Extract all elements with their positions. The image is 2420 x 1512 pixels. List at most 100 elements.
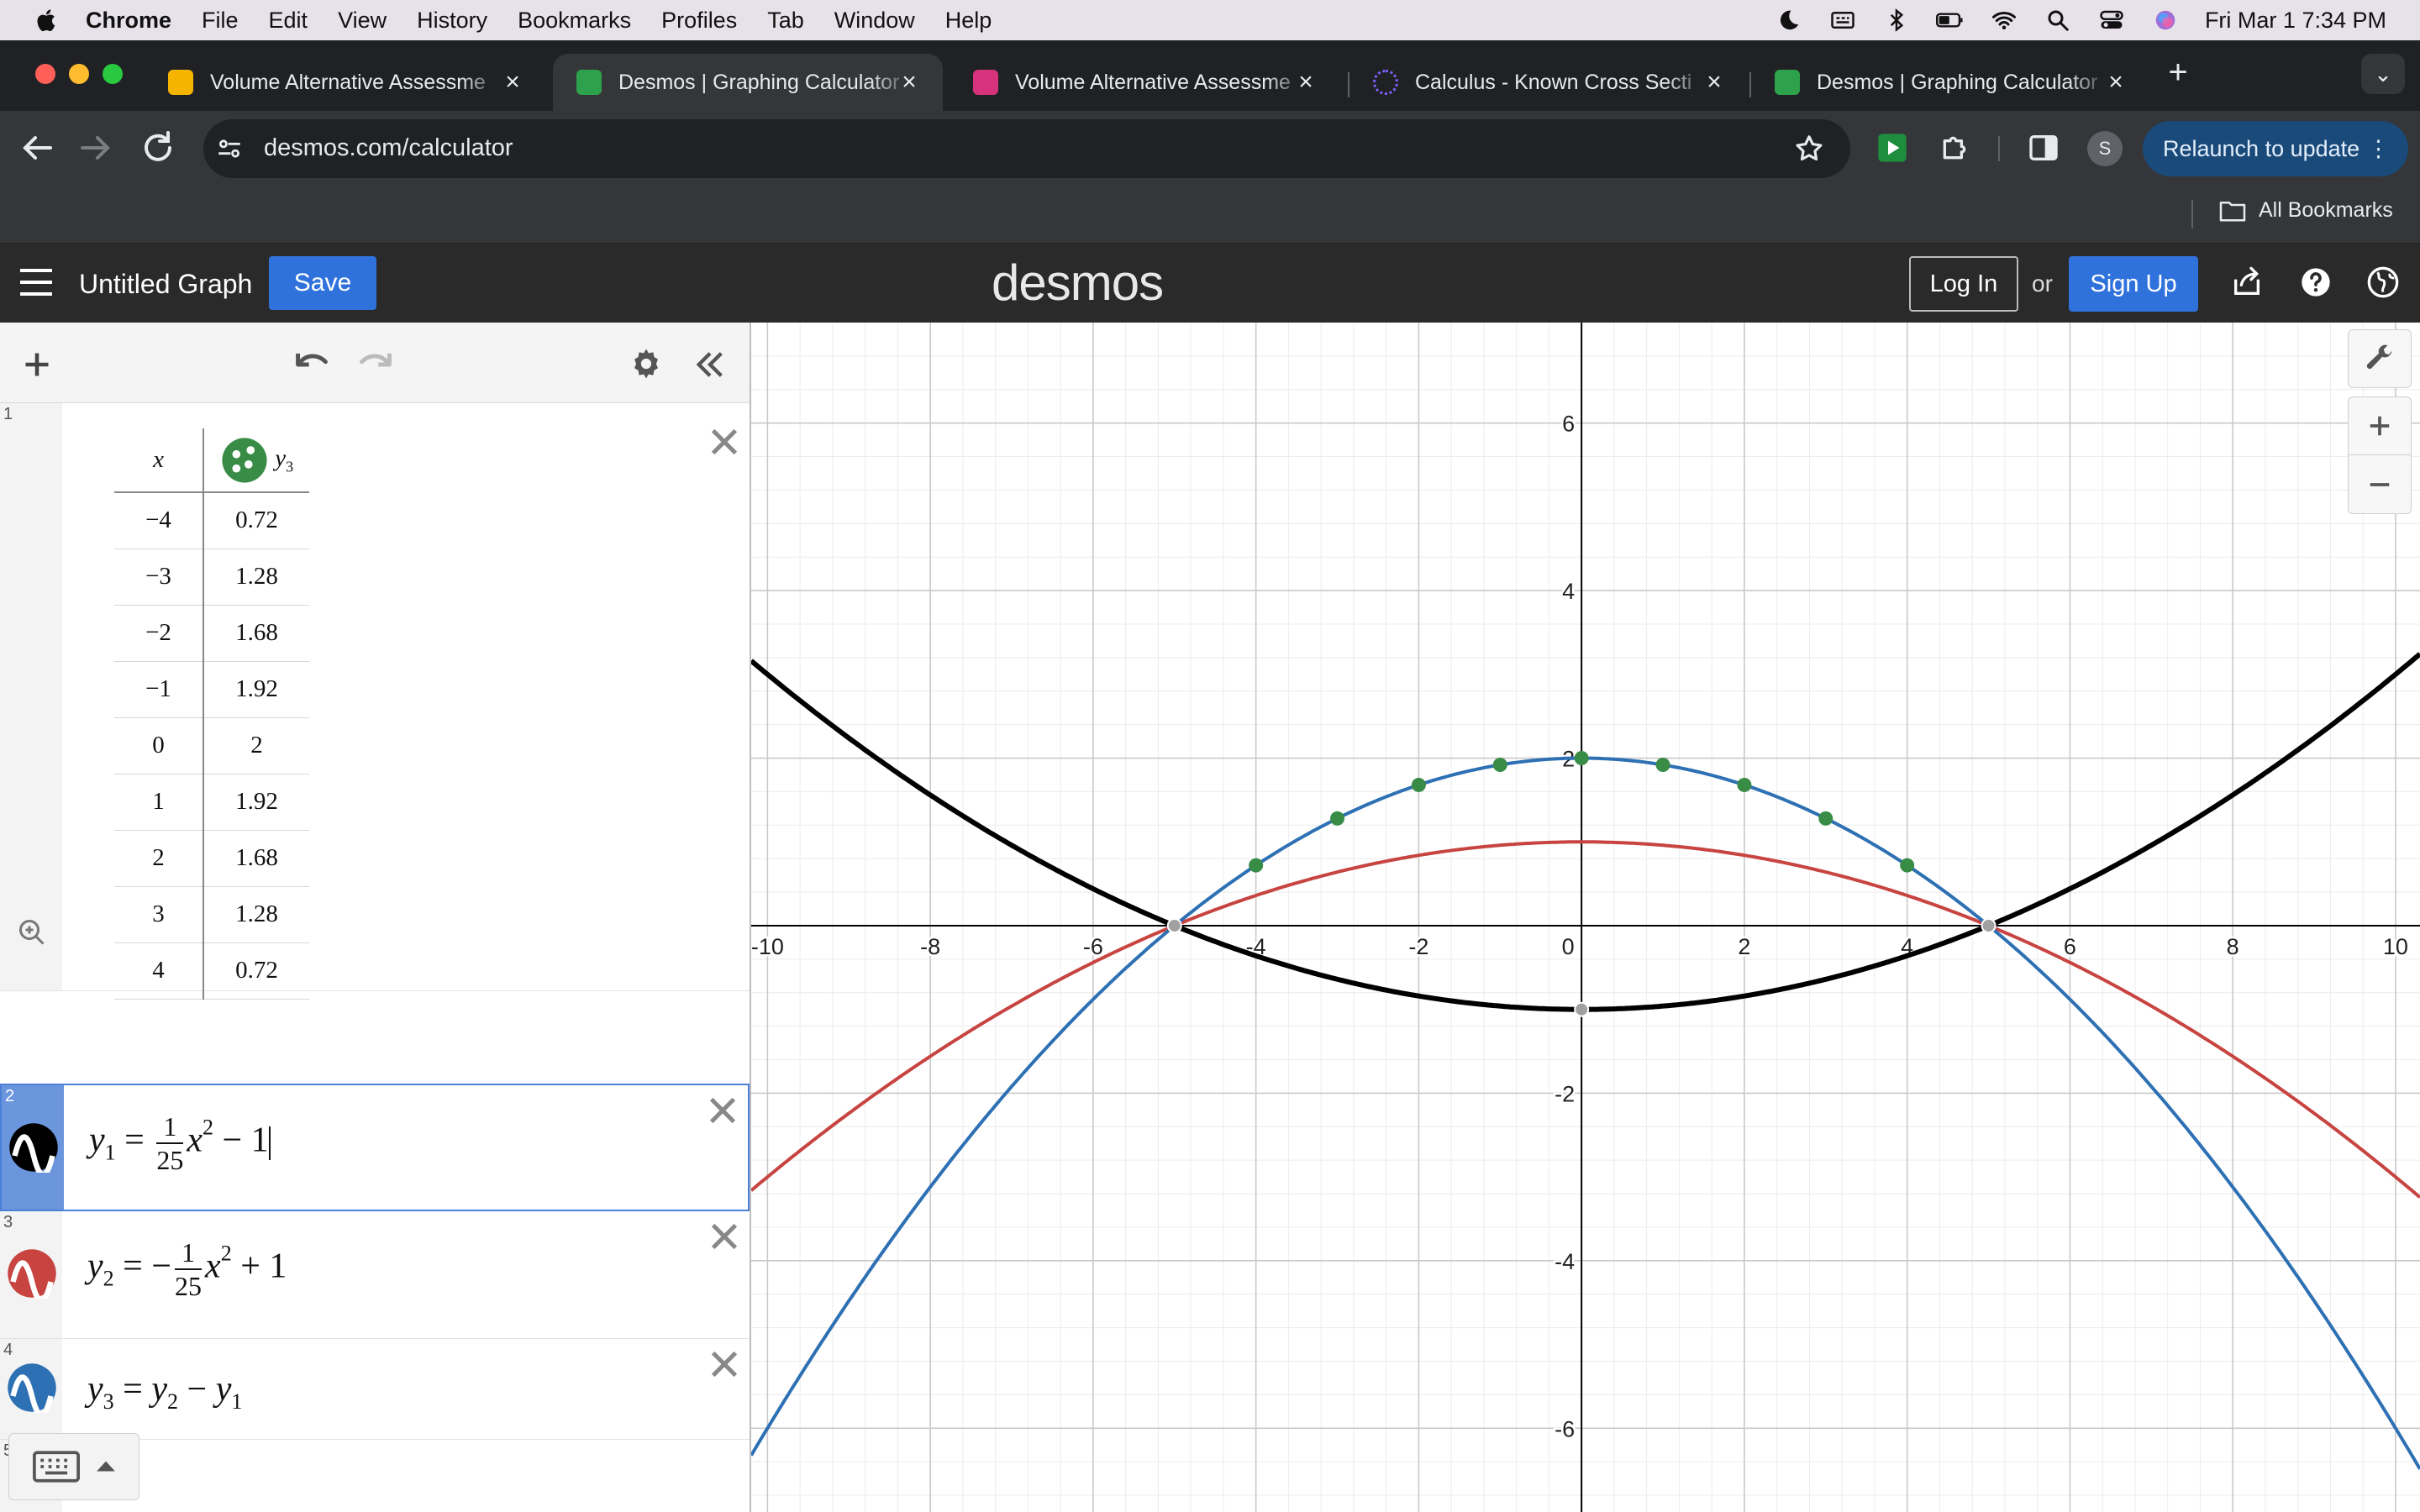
expression-row-y1[interactable]: 2 y1 = 1 25 x2 − 1 xyxy=(0,1084,750,1211)
menu-help[interactable]: Help xyxy=(944,7,992,33)
menu-tab[interactable]: Tab xyxy=(767,7,804,33)
expression-latex[interactable]: y2 = −1 25 x2 + 1 xyxy=(87,1236,287,1302)
browser-tab-1[interactable]: Volume Alternative Assessme × xyxy=(145,54,546,111)
menu-profiles[interactable]: Profiles xyxy=(661,7,738,33)
tab-search-chevron-icon[interactable]: ⌄ xyxy=(2361,54,2405,94)
tab-close-icon[interactable]: × xyxy=(505,68,520,96)
add-item-plus-icon[interactable] xyxy=(22,349,52,380)
window-zoom-button[interactable] xyxy=(103,64,123,84)
extension-play-icon[interactable] xyxy=(1876,131,1909,165)
window-close-button[interactable] xyxy=(35,64,55,84)
menu-bookmarks[interactable]: Bookmarks xyxy=(518,7,632,33)
expression-latex[interactable]: y3 = y2 − y1 xyxy=(87,1369,242,1415)
table-cell-x[interactable]: 1 xyxy=(114,774,204,831)
help-icon[interactable] xyxy=(2299,265,2333,299)
language-globe-icon[interactable] xyxy=(2366,265,2400,299)
forward-arrow-icon[interactable] xyxy=(76,128,116,168)
moon-icon[interactable] xyxy=(1775,8,1803,33)
browser-tab-2-active[interactable]: Desmos | Graphing Calculator × xyxy=(553,54,943,111)
table-cell-x[interactable]: −1 xyxy=(114,661,204,718)
table-expression-row[interactable]: 1 xyxy=(0,403,750,991)
menu-file[interactable]: File xyxy=(202,7,239,33)
table-cell-y[interactable]: 1.68 xyxy=(203,605,309,662)
save-button[interactable]: Save xyxy=(269,256,376,310)
hamburger-menu-icon[interactable] xyxy=(18,267,54,297)
site-settings-icon[interactable] xyxy=(215,134,244,163)
control-center-icon[interactable] xyxy=(2097,8,2126,33)
redo-icon[interactable] xyxy=(356,348,395,381)
url-text[interactable]: desmos.com/calculator xyxy=(264,134,513,161)
table-cell-x[interactable]: 2 xyxy=(114,830,204,887)
table-cell-y[interactable]: 1.92 xyxy=(203,774,309,831)
table-cell-x[interactable]: −3 xyxy=(114,549,204,606)
delete-expression-x-icon[interactable] xyxy=(708,1347,741,1381)
tab-close-icon[interactable]: × xyxy=(1707,68,1722,96)
zoom-in-button[interactable] xyxy=(2348,396,2412,455)
menu-view[interactable]: View xyxy=(338,7,387,33)
menu-window[interactable]: Window xyxy=(834,7,915,33)
reload-icon[interactable] xyxy=(138,128,178,168)
table-cell-x[interactable]: 4 xyxy=(114,942,204,1000)
bookmark-star-icon[interactable] xyxy=(1793,133,1825,165)
tab-close-icon[interactable]: × xyxy=(2108,68,2123,96)
collapse-panel-chevrons-icon[interactable] xyxy=(692,348,728,381)
table-cell-x[interactable]: 3 xyxy=(114,886,204,943)
profile-avatar[interactable]: S xyxy=(2087,131,2123,166)
zoom-fit-icon[interactable] xyxy=(17,917,47,948)
graph-paper[interactable]: -10 -8 -6 -4 -2 0 2 4 6 8 10 6 4 2 -2 -4 -6 xyxy=(751,323,2420,1512)
delete-expression-x-icon[interactable] xyxy=(708,1220,741,1253)
more-options-icon[interactable]: ⋮ xyxy=(2367,136,2390,161)
table-header-y3[interactable]: y3 xyxy=(203,428,309,493)
table-cell-x[interactable]: −4 xyxy=(114,492,204,549)
keypad-toggle-button[interactable] xyxy=(8,1433,139,1500)
menu-history[interactable]: History xyxy=(417,7,488,33)
table-cell-y[interactable]: 1.92 xyxy=(203,661,309,718)
browser-tab-5[interactable]: Desmos | Graphing Calculator × xyxy=(1751,54,2149,111)
share-icon[interactable] xyxy=(2230,265,2264,299)
browser-tab-3[interactable]: Volume Alternative Assessme × xyxy=(950,54,1339,111)
apple-icon[interactable] xyxy=(34,7,60,34)
settings-gear-icon[interactable] xyxy=(629,346,664,381)
delete-row-x-icon[interactable] xyxy=(708,425,741,459)
expression-row-y2[interactable]: 3 y2 = −1 25 x2 + 1 xyxy=(0,1211,750,1339)
table-cell-y[interactable]: 0.72 xyxy=(203,942,309,1000)
menu-app-name[interactable]: Chrome xyxy=(86,7,172,33)
new-tab-button[interactable]: + xyxy=(2168,54,2188,91)
table-cell-y[interactable]: 1.28 xyxy=(203,549,309,606)
menu-clock[interactable]: Fri Mar 1 7:34 PM xyxy=(2204,7,2386,33)
curve-style-icon-blue[interactable] xyxy=(7,1362,57,1413)
points-style-icon[interactable] xyxy=(220,436,269,485)
undo-icon[interactable] xyxy=(292,348,331,381)
bluetooth-icon[interactable] xyxy=(1882,8,1911,33)
log-in-button[interactable]: Log In xyxy=(1909,256,2018,312)
table-header-x[interactable]: x xyxy=(114,428,204,493)
graph-title[interactable]: Untitled Graph xyxy=(79,269,253,299)
all-bookmarks-button[interactable]: All Bookmarks xyxy=(2218,198,2393,223)
delete-expression-x-icon[interactable] xyxy=(706,1094,739,1127)
back-arrow-icon[interactable] xyxy=(17,128,57,168)
sign-up-button[interactable]: Sign Up xyxy=(2069,256,2198,312)
table-cell-x[interactable]: −2 xyxy=(114,605,204,662)
table-cell-y[interactable]: 0.72 xyxy=(203,492,309,549)
table-cell-y[interactable]: 2 xyxy=(203,717,309,774)
siri-icon[interactable] xyxy=(2151,8,2180,33)
tab-close-icon[interactable]: × xyxy=(902,68,917,96)
wifi-icon[interactable] xyxy=(1990,8,2018,33)
expression-row-y3[interactable]: 4 y3 = y2 − y1 xyxy=(0,1339,750,1440)
side-panel-icon[interactable] xyxy=(2027,131,2060,165)
table-cell-y[interactable]: 1.28 xyxy=(203,886,309,943)
battery-icon[interactable] xyxy=(1935,8,1965,33)
zoom-out-button[interactable] xyxy=(2348,455,2412,514)
tab-close-icon[interactable]: × xyxy=(1298,68,1313,96)
browser-tab-4[interactable]: Calculus - Known Cross Secti × xyxy=(1349,54,1748,111)
expression-latex[interactable]: y1 = 1 25 x2 − 1 xyxy=(89,1110,271,1176)
window-minimize-button[interactable] xyxy=(69,64,89,84)
address-bar[interactable] xyxy=(203,119,1850,178)
curve-style-icon-black[interactable] xyxy=(8,1122,59,1173)
spotlight-search-icon[interactable] xyxy=(2044,8,2072,33)
table-cell-y[interactable]: 1.68 xyxy=(203,830,309,887)
extensions-puzzle-icon[interactable] xyxy=(1938,131,1971,165)
relaunch-to-update-button[interactable]: Relaunch to update ⋮ xyxy=(2143,121,2408,176)
menu-edit[interactable]: Edit xyxy=(268,7,308,33)
